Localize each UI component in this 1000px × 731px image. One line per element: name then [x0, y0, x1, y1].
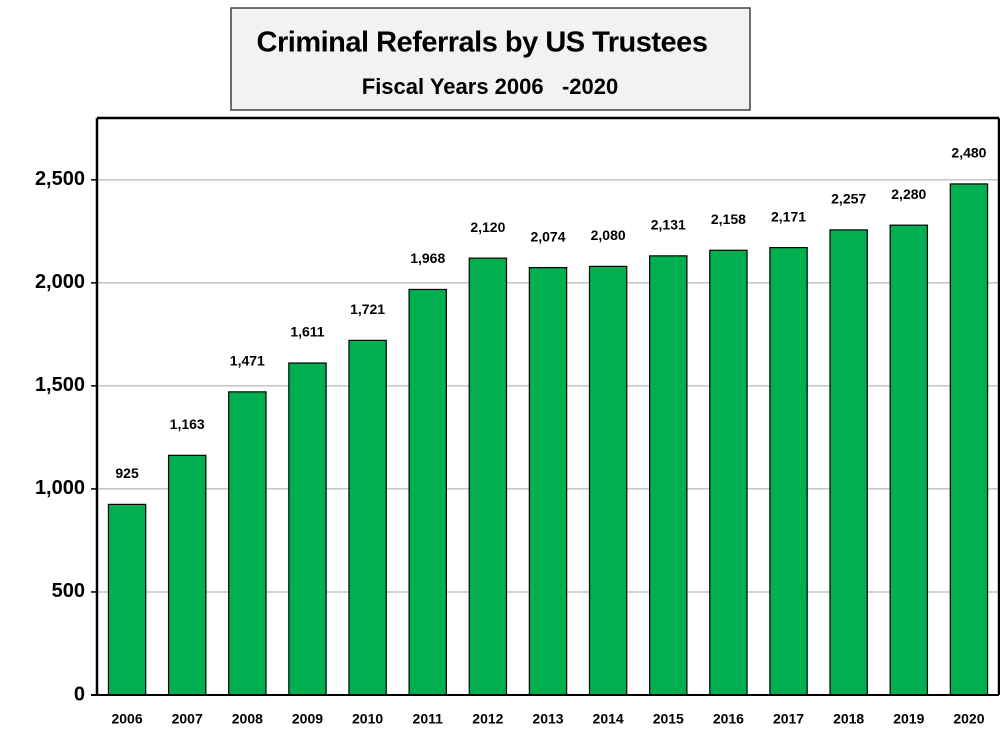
x-tick-label: 2012: [472, 711, 503, 727]
y-tick-label: 2,500: [35, 168, 85, 190]
bar: [588, 265, 628, 696]
x-tick-label: 2019: [893, 711, 924, 727]
x-tick-label: 2006: [111, 711, 142, 727]
y-tick-label: 2,000: [35, 271, 85, 293]
y-tick-label: 0: [74, 683, 85, 705]
value-label: 2,080: [591, 227, 626, 243]
value-label: 2,131: [651, 217, 686, 233]
value-label: 1,611: [290, 324, 324, 340]
value-label: 2,074: [530, 228, 565, 244]
value-label: 2,480: [951, 145, 986, 161]
chart-subtitle: Fiscal Years 2006 -2020: [362, 74, 618, 99]
value-label: 1,471: [230, 353, 265, 369]
x-tick-label: 2008: [232, 711, 263, 727]
bar: [889, 224, 929, 696]
bar: [228, 391, 267, 696]
bar: [709, 249, 748, 696]
value-label: 2,171: [771, 208, 806, 224]
x-tick-label: 2010: [352, 711, 383, 727]
bar: [829, 229, 868, 696]
bar: [107, 503, 147, 696]
x-tick-label: 2014: [593, 711, 624, 727]
x-tick-label: 2009: [292, 711, 323, 727]
bar: [348, 339, 387, 696]
bar: [468, 257, 508, 696]
x-tick-label: 2016: [713, 711, 744, 727]
x-tick-label: 2020: [953, 711, 984, 727]
x-tick-label: 2007: [172, 711, 203, 727]
value-label: 1,721: [350, 301, 385, 317]
x-tick-label: 2018: [833, 711, 864, 727]
y-tick-label: 500: [52, 580, 85, 602]
value-label: 2,280: [891, 186, 926, 202]
value-label: 1,163: [170, 416, 205, 432]
x-tick-label: 2011: [413, 711, 444, 727]
value-label: 1,968: [410, 250, 445, 266]
x-tick-label: 2017: [773, 711, 804, 727]
y-tick-label: 1,000: [35, 477, 85, 499]
y-tick-label: 1,500: [35, 374, 85, 396]
value-label: 925: [115, 465, 139, 481]
bar: [949, 183, 989, 696]
title-box: [230, 7, 751, 111]
bar: [408, 288, 447, 696]
bar: [649, 255, 688, 696]
bar: [769, 247, 808, 696]
value-label: 2,120: [470, 219, 505, 235]
x-tick-label: 2013: [532, 711, 563, 727]
bar: [528, 267, 568, 696]
bar: [167, 454, 207, 696]
bar: [288, 362, 327, 696]
chart-title: Criminal Referrals by US Trustees: [257, 27, 708, 59]
x-tick-label: 2015: [653, 711, 684, 727]
value-label: 2,257: [831, 191, 866, 207]
value-label: 2,158: [711, 211, 746, 227]
